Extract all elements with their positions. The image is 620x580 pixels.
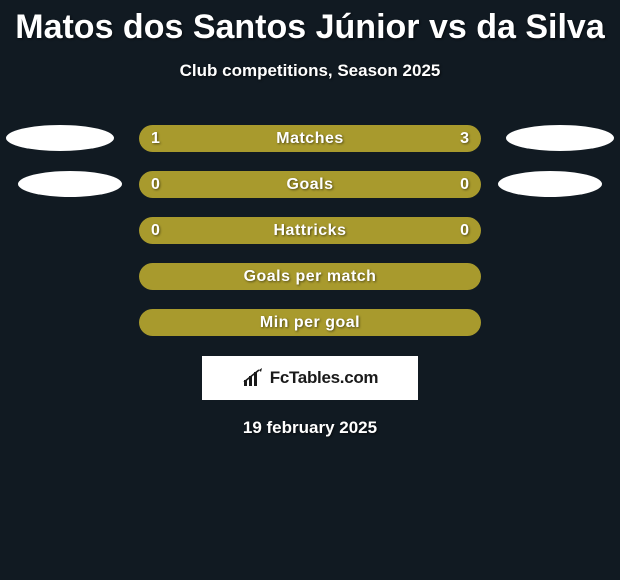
page-title: Matos dos Santos Júnior vs da Silva — [0, 0, 620, 47]
stat-value-left: 0 — [151, 222, 160, 240]
bar-chart-icon — [242, 368, 266, 388]
stat-value-right: 0 — [460, 176, 469, 194]
stat-label: Min per goal — [260, 314, 360, 332]
stat-row: 1 Matches 3 — [0, 125, 620, 152]
stat-bar-goals: 0 Goals 0 — [139, 171, 481, 198]
player-left-oval — [18, 171, 122, 197]
stat-bar-hattricks: 0 Hattricks 0 — [139, 217, 481, 244]
stat-bar-goals-per-match: Goals per match — [139, 263, 481, 290]
stat-value-right: 0 — [460, 222, 469, 240]
attribution-text: FcTables.com — [270, 368, 379, 388]
stat-bar-matches: 1 Matches 3 — [139, 125, 481, 152]
stat-value-left: 0 — [151, 176, 160, 194]
player-left-oval — [6, 125, 114, 151]
player-right-oval — [506, 125, 614, 151]
stat-row: 0 Goals 0 — [0, 171, 620, 198]
page-subtitle: Club competitions, Season 2025 — [0, 61, 620, 81]
stat-label: Goals — [287, 176, 334, 194]
stat-bar-min-per-goal: Min per goal — [139, 309, 481, 336]
attribution-logo: FcTables.com — [202, 356, 418, 400]
stat-row: Min per goal — [0, 309, 620, 336]
date-label: 19 february 2025 — [0, 418, 620, 438]
stat-label: Matches — [276, 130, 344, 148]
stat-value-left: 1 — [151, 130, 160, 148]
comparison-chart: 1 Matches 3 0 Goals 0 0 Hattricks 0 Goal… — [0, 125, 620, 336]
player-right-oval — [498, 171, 602, 197]
stat-label: Hattricks — [274, 222, 347, 240]
stat-row: 0 Hattricks 0 — [0, 217, 620, 244]
stat-value-right: 3 — [460, 130, 469, 148]
stat-row: Goals per match — [0, 263, 620, 290]
stat-label: Goals per match — [244, 268, 377, 286]
